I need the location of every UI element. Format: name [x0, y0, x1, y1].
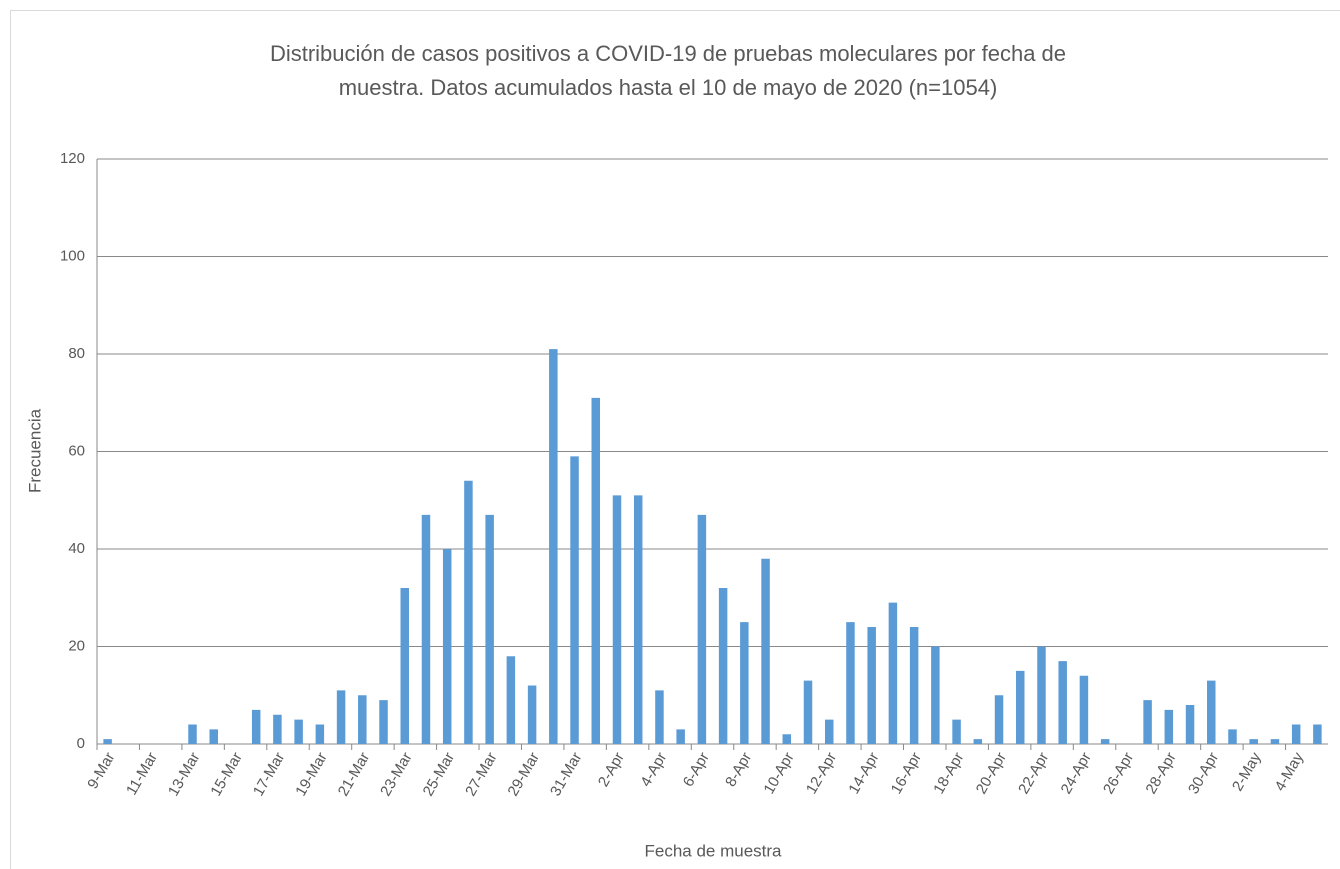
- bar: [612, 495, 622, 744]
- y-tick-label: 20: [68, 637, 85, 654]
- bar: [1228, 729, 1237, 744]
- bar: [251, 709, 261, 744]
- x-tick-label: 23-Mar: [377, 749, 415, 799]
- x-tick-label: 25-Mar: [420, 749, 458, 799]
- x-tick-label: 19-Mar: [292, 749, 330, 799]
- bar: [188, 724, 197, 744]
- bar: [1313, 724, 1322, 744]
- bar: [952, 719, 961, 744]
- x-tick-label: 26-Apr: [1100, 749, 1137, 796]
- x-tick-label: 24-Apr: [1058, 749, 1095, 796]
- bar: [591, 397, 601, 744]
- bar: [527, 685, 537, 744]
- bar: [1079, 675, 1089, 744]
- bar: [506, 656, 516, 744]
- bar: [655, 690, 664, 744]
- bar: [273, 714, 282, 744]
- x-tick-label: 11-Mar: [123, 749, 161, 798]
- bar: [676, 729, 685, 744]
- bar: [782, 734, 792, 744]
- bar: [379, 700, 388, 744]
- x-tick-label: 31-Mar: [547, 749, 585, 799]
- chart-title: Distribución de casos positivos a COVID-…: [270, 41, 1066, 66]
- x-tick-label: 12-Apr: [803, 749, 840, 796]
- bar: [697, 514, 707, 744]
- x-tick-label: 10-Apr: [760, 749, 797, 796]
- bar: [633, 495, 643, 744]
- bar: [1143, 700, 1152, 744]
- bar: [400, 588, 409, 744]
- bar: [1291, 724, 1301, 744]
- bar: [570, 456, 579, 744]
- bar: [464, 480, 473, 744]
- bar: [485, 514, 494, 744]
- bar: [1164, 709, 1174, 744]
- bar: [824, 719, 834, 744]
- y-tick-label: 40: [68, 540, 85, 557]
- bar: [888, 602, 898, 744]
- x-tick-label: 9-Mar: [84, 749, 118, 791]
- x-tick-label: 29-Mar: [505, 749, 543, 799]
- x-tick-label: 16-Apr: [888, 749, 925, 796]
- y-tick-label: 0: [77, 735, 85, 752]
- x-tick-label: 4-Apr: [637, 749, 670, 789]
- x-tick-label: 27-Mar: [462, 749, 500, 799]
- bar: [1100, 739, 1110, 744]
- bar: [1058, 661, 1067, 744]
- bar: [973, 739, 983, 744]
- x-tick-label: 8-Apr: [722, 749, 755, 789]
- chart-border: [10, 10, 1340, 869]
- bar: [1207, 680, 1216, 744]
- bar: [909, 627, 919, 744]
- x-tick-label: 18-Apr: [930, 749, 967, 796]
- bar: [421, 514, 431, 744]
- x-tick-label: 2-Apr: [595, 749, 628, 789]
- x-tick-label: 6-Apr: [680, 749, 713, 789]
- bar: [803, 680, 813, 744]
- bar: [740, 622, 749, 744]
- bar: [718, 588, 728, 744]
- x-tick-label: 22-Apr: [1015, 749, 1052, 796]
- bar: [1037, 646, 1046, 744]
- bar: [1249, 739, 1258, 744]
- bar: [931, 646, 940, 744]
- bar: [336, 690, 346, 744]
- bar: [846, 622, 855, 744]
- y-tick-label: 60: [68, 442, 85, 459]
- chart-title: muestra. Datos acumulados hasta el 10 de…: [339, 75, 998, 100]
- bar: [315, 724, 325, 744]
- y-tick-label: 80: [68, 345, 85, 362]
- bar: [1270, 739, 1280, 744]
- x-tick-label: 17-Mar: [250, 749, 288, 799]
- x-axis-title: Fecha de muestra: [644, 841, 782, 860]
- y-tick-label: 100: [60, 247, 85, 264]
- bar: [549, 349, 558, 744]
- bar: [1016, 670, 1025, 744]
- x-tick-label: 30-Apr: [1185, 749, 1222, 796]
- x-tick-label: 21-Mar: [335, 749, 373, 799]
- bar: [358, 695, 367, 744]
- bar: [1185, 705, 1195, 744]
- x-tick-label: 13-Mar: [165, 749, 203, 799]
- x-tick-label: 14-Apr: [845, 749, 882, 796]
- x-tick-label: 4-May: [1271, 749, 1307, 794]
- bar: [209, 729, 218, 744]
- bar: [994, 695, 1004, 744]
- x-tick-label: 15-Mar: [207, 749, 245, 799]
- bar: [103, 739, 112, 744]
- bar: [442, 549, 452, 744]
- bar: [867, 627, 876, 744]
- x-tick-label: 20-Apr: [973, 749, 1010, 796]
- x-tick-label: 28-Apr: [1142, 749, 1179, 796]
- y-tick-label: 120: [60, 150, 85, 167]
- y-axis-title: Frecuencia: [25, 408, 44, 493]
- bar: [294, 719, 303, 744]
- x-tick-label: 2-May: [1229, 749, 1265, 794]
- bar: [761, 558, 770, 744]
